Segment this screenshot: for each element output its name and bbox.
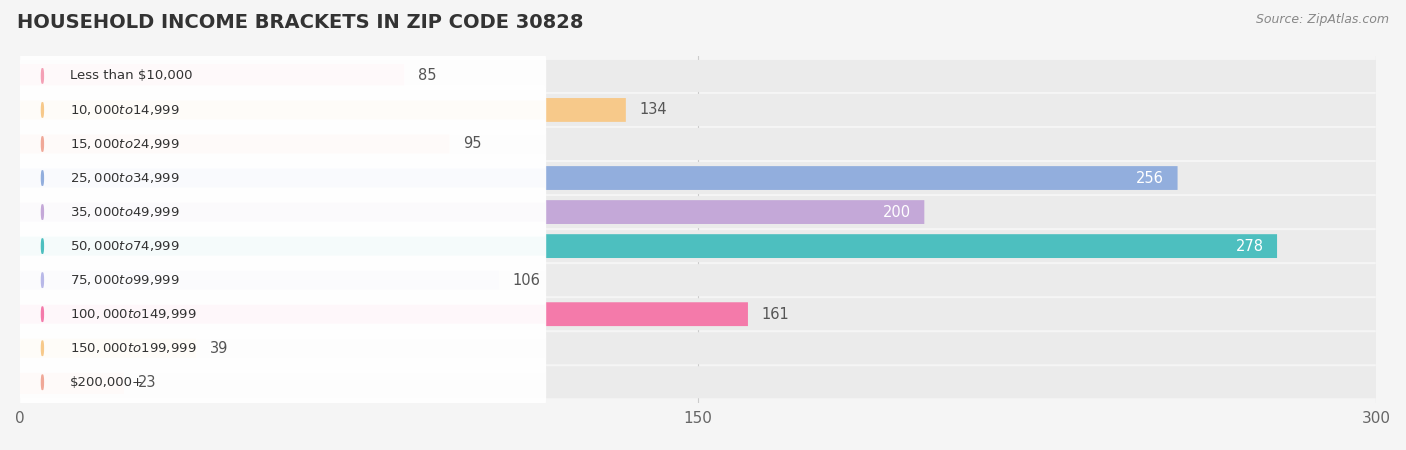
Circle shape	[41, 341, 44, 356]
Text: $50,000 to $74,999: $50,000 to $74,999	[69, 239, 179, 253]
FancyBboxPatch shape	[20, 264, 1376, 296]
FancyBboxPatch shape	[20, 60, 1376, 92]
Circle shape	[41, 375, 44, 390]
FancyBboxPatch shape	[20, 298, 1376, 330]
Text: $75,000 to $99,999: $75,000 to $99,999	[69, 273, 179, 287]
Text: 106: 106	[513, 273, 541, 288]
Text: Less than $10,000: Less than $10,000	[69, 69, 193, 82]
Text: $200,000+: $200,000+	[69, 376, 143, 389]
FancyBboxPatch shape	[8, 324, 546, 373]
Circle shape	[41, 205, 44, 220]
FancyBboxPatch shape	[20, 166, 1178, 190]
Text: 278: 278	[1236, 238, 1264, 254]
FancyBboxPatch shape	[8, 153, 546, 202]
Text: 161: 161	[762, 306, 789, 322]
Text: 256: 256	[1136, 171, 1164, 185]
FancyBboxPatch shape	[20, 366, 1376, 398]
FancyBboxPatch shape	[8, 51, 546, 100]
Text: $100,000 to $149,999: $100,000 to $149,999	[69, 307, 195, 321]
FancyBboxPatch shape	[8, 86, 546, 135]
FancyBboxPatch shape	[20, 132, 450, 156]
Text: $150,000 to $199,999: $150,000 to $199,999	[69, 341, 195, 355]
Circle shape	[41, 137, 44, 151]
FancyBboxPatch shape	[8, 120, 546, 168]
FancyBboxPatch shape	[20, 302, 748, 326]
FancyBboxPatch shape	[8, 188, 546, 237]
Text: 95: 95	[463, 136, 481, 152]
FancyBboxPatch shape	[8, 358, 546, 407]
FancyBboxPatch shape	[8, 221, 546, 270]
Text: Source: ZipAtlas.com: Source: ZipAtlas.com	[1256, 14, 1389, 27]
Circle shape	[41, 103, 44, 117]
FancyBboxPatch shape	[20, 268, 499, 292]
FancyBboxPatch shape	[20, 98, 626, 122]
Text: 39: 39	[209, 341, 228, 356]
Circle shape	[41, 273, 44, 288]
Text: 23: 23	[138, 375, 156, 390]
Text: $10,000 to $14,999: $10,000 to $14,999	[69, 103, 179, 117]
Text: $35,000 to $49,999: $35,000 to $49,999	[69, 205, 179, 219]
FancyBboxPatch shape	[8, 290, 546, 339]
FancyBboxPatch shape	[20, 234, 1277, 258]
Text: 134: 134	[640, 103, 666, 117]
Circle shape	[41, 238, 44, 253]
Text: 85: 85	[418, 68, 436, 83]
FancyBboxPatch shape	[20, 370, 124, 394]
FancyBboxPatch shape	[20, 94, 1376, 126]
FancyBboxPatch shape	[20, 162, 1376, 194]
FancyBboxPatch shape	[20, 64, 405, 88]
Circle shape	[41, 307, 44, 322]
Text: 200: 200	[883, 205, 911, 220]
Circle shape	[41, 171, 44, 185]
FancyBboxPatch shape	[20, 196, 1376, 228]
Circle shape	[41, 68, 44, 83]
FancyBboxPatch shape	[20, 200, 924, 224]
FancyBboxPatch shape	[20, 332, 1376, 364]
FancyBboxPatch shape	[20, 336, 197, 360]
FancyBboxPatch shape	[20, 230, 1376, 262]
FancyBboxPatch shape	[20, 128, 1376, 160]
FancyBboxPatch shape	[8, 256, 546, 305]
Text: HOUSEHOLD INCOME BRACKETS IN ZIP CODE 30828: HOUSEHOLD INCOME BRACKETS IN ZIP CODE 30…	[17, 14, 583, 32]
Text: $15,000 to $24,999: $15,000 to $24,999	[69, 137, 179, 151]
Text: $25,000 to $34,999: $25,000 to $34,999	[69, 171, 179, 185]
